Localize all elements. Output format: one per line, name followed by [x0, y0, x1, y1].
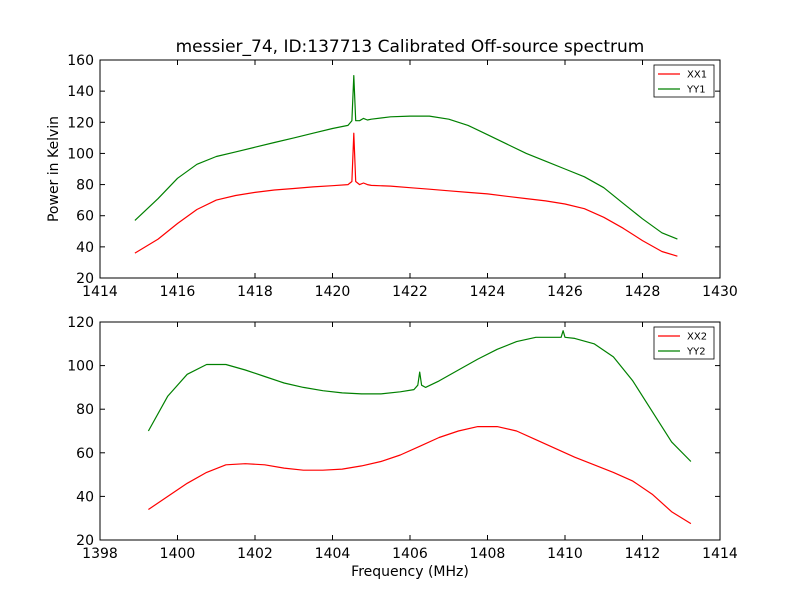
y-tick-label: 20: [76, 271, 94, 287]
legend-box: [653, 326, 715, 360]
legend-label-XX1: XX1: [687, 70, 707, 81]
y-axis-label: Power in Kelvin: [46, 116, 62, 222]
legend-label-YY1: YY1: [686, 85, 706, 96]
x-tick-label: 1408: [470, 546, 506, 562]
series-line-XX1: [134, 132, 678, 257]
x-axis-label: Frequency (MHz): [351, 564, 469, 580]
x-tick-label: 1414: [702, 546, 738, 562]
y-tick-label: 60: [76, 209, 94, 225]
series-line-YY2: [147, 330, 692, 462]
x-tick-label: 1420: [315, 284, 351, 300]
y-tick-label: 100: [67, 359, 94, 375]
chart-title: messier_74, ID:137713 Calibrated Off-sou…: [176, 37, 645, 57]
legend-label-YY2: YY2: [686, 347, 706, 358]
y-tick-label: 40: [76, 489, 94, 505]
y-tick-label: 20: [76, 533, 94, 549]
y-tick-label: 80: [76, 178, 94, 194]
y-tick-label: 120: [67, 315, 94, 331]
y-tick-label: 120: [67, 115, 94, 131]
x-tick-label: 1422: [392, 284, 428, 300]
x-tick-label: 1424: [470, 284, 506, 300]
y-tick-label: 60: [76, 446, 94, 462]
bottom-plot-panel: 1398 1400 1402 1404 1406 1408 1410 1412 1414 20 40…: [67, 315, 738, 580]
x-tick-label: 1398: [82, 546, 118, 562]
x-tick-label: 1404: [315, 546, 351, 562]
series-line-XX2: [148, 426, 692, 525]
y-tick-label: 80: [76, 402, 94, 418]
x-tick-label: 1416: [160, 284, 196, 300]
x-tick-label: 1428: [625, 284, 661, 300]
legend-box: [653, 64, 715, 98]
x-tick-label: 1412: [625, 546, 661, 562]
y-tick-label: 140: [67, 84, 94, 100]
legend-label-XX2: XX2: [687, 332, 707, 343]
y-tick-label: 100: [67, 146, 94, 162]
x-tick-label: 1410: [547, 546, 583, 562]
top-plot-panel: 1414 1416 1418 1420 1422 1424 1426 1428 1430 20 40…: [46, 53, 738, 300]
x-tick-label: 1418: [237, 284, 273, 300]
x-tick-label: 1414: [82, 284, 118, 300]
y-tick-label: 40: [76, 240, 94, 256]
x-tick-label: 1430: [702, 284, 738, 300]
x-tick-label: 1406: [392, 546, 428, 562]
x-tick-label: 1402: [237, 546, 273, 562]
series-line-YY1: [134, 74, 678, 240]
y-tick-label: 160: [67, 53, 94, 69]
x-tick-label: 1400: [160, 546, 196, 562]
x-tick-label: 1426: [547, 284, 583, 300]
